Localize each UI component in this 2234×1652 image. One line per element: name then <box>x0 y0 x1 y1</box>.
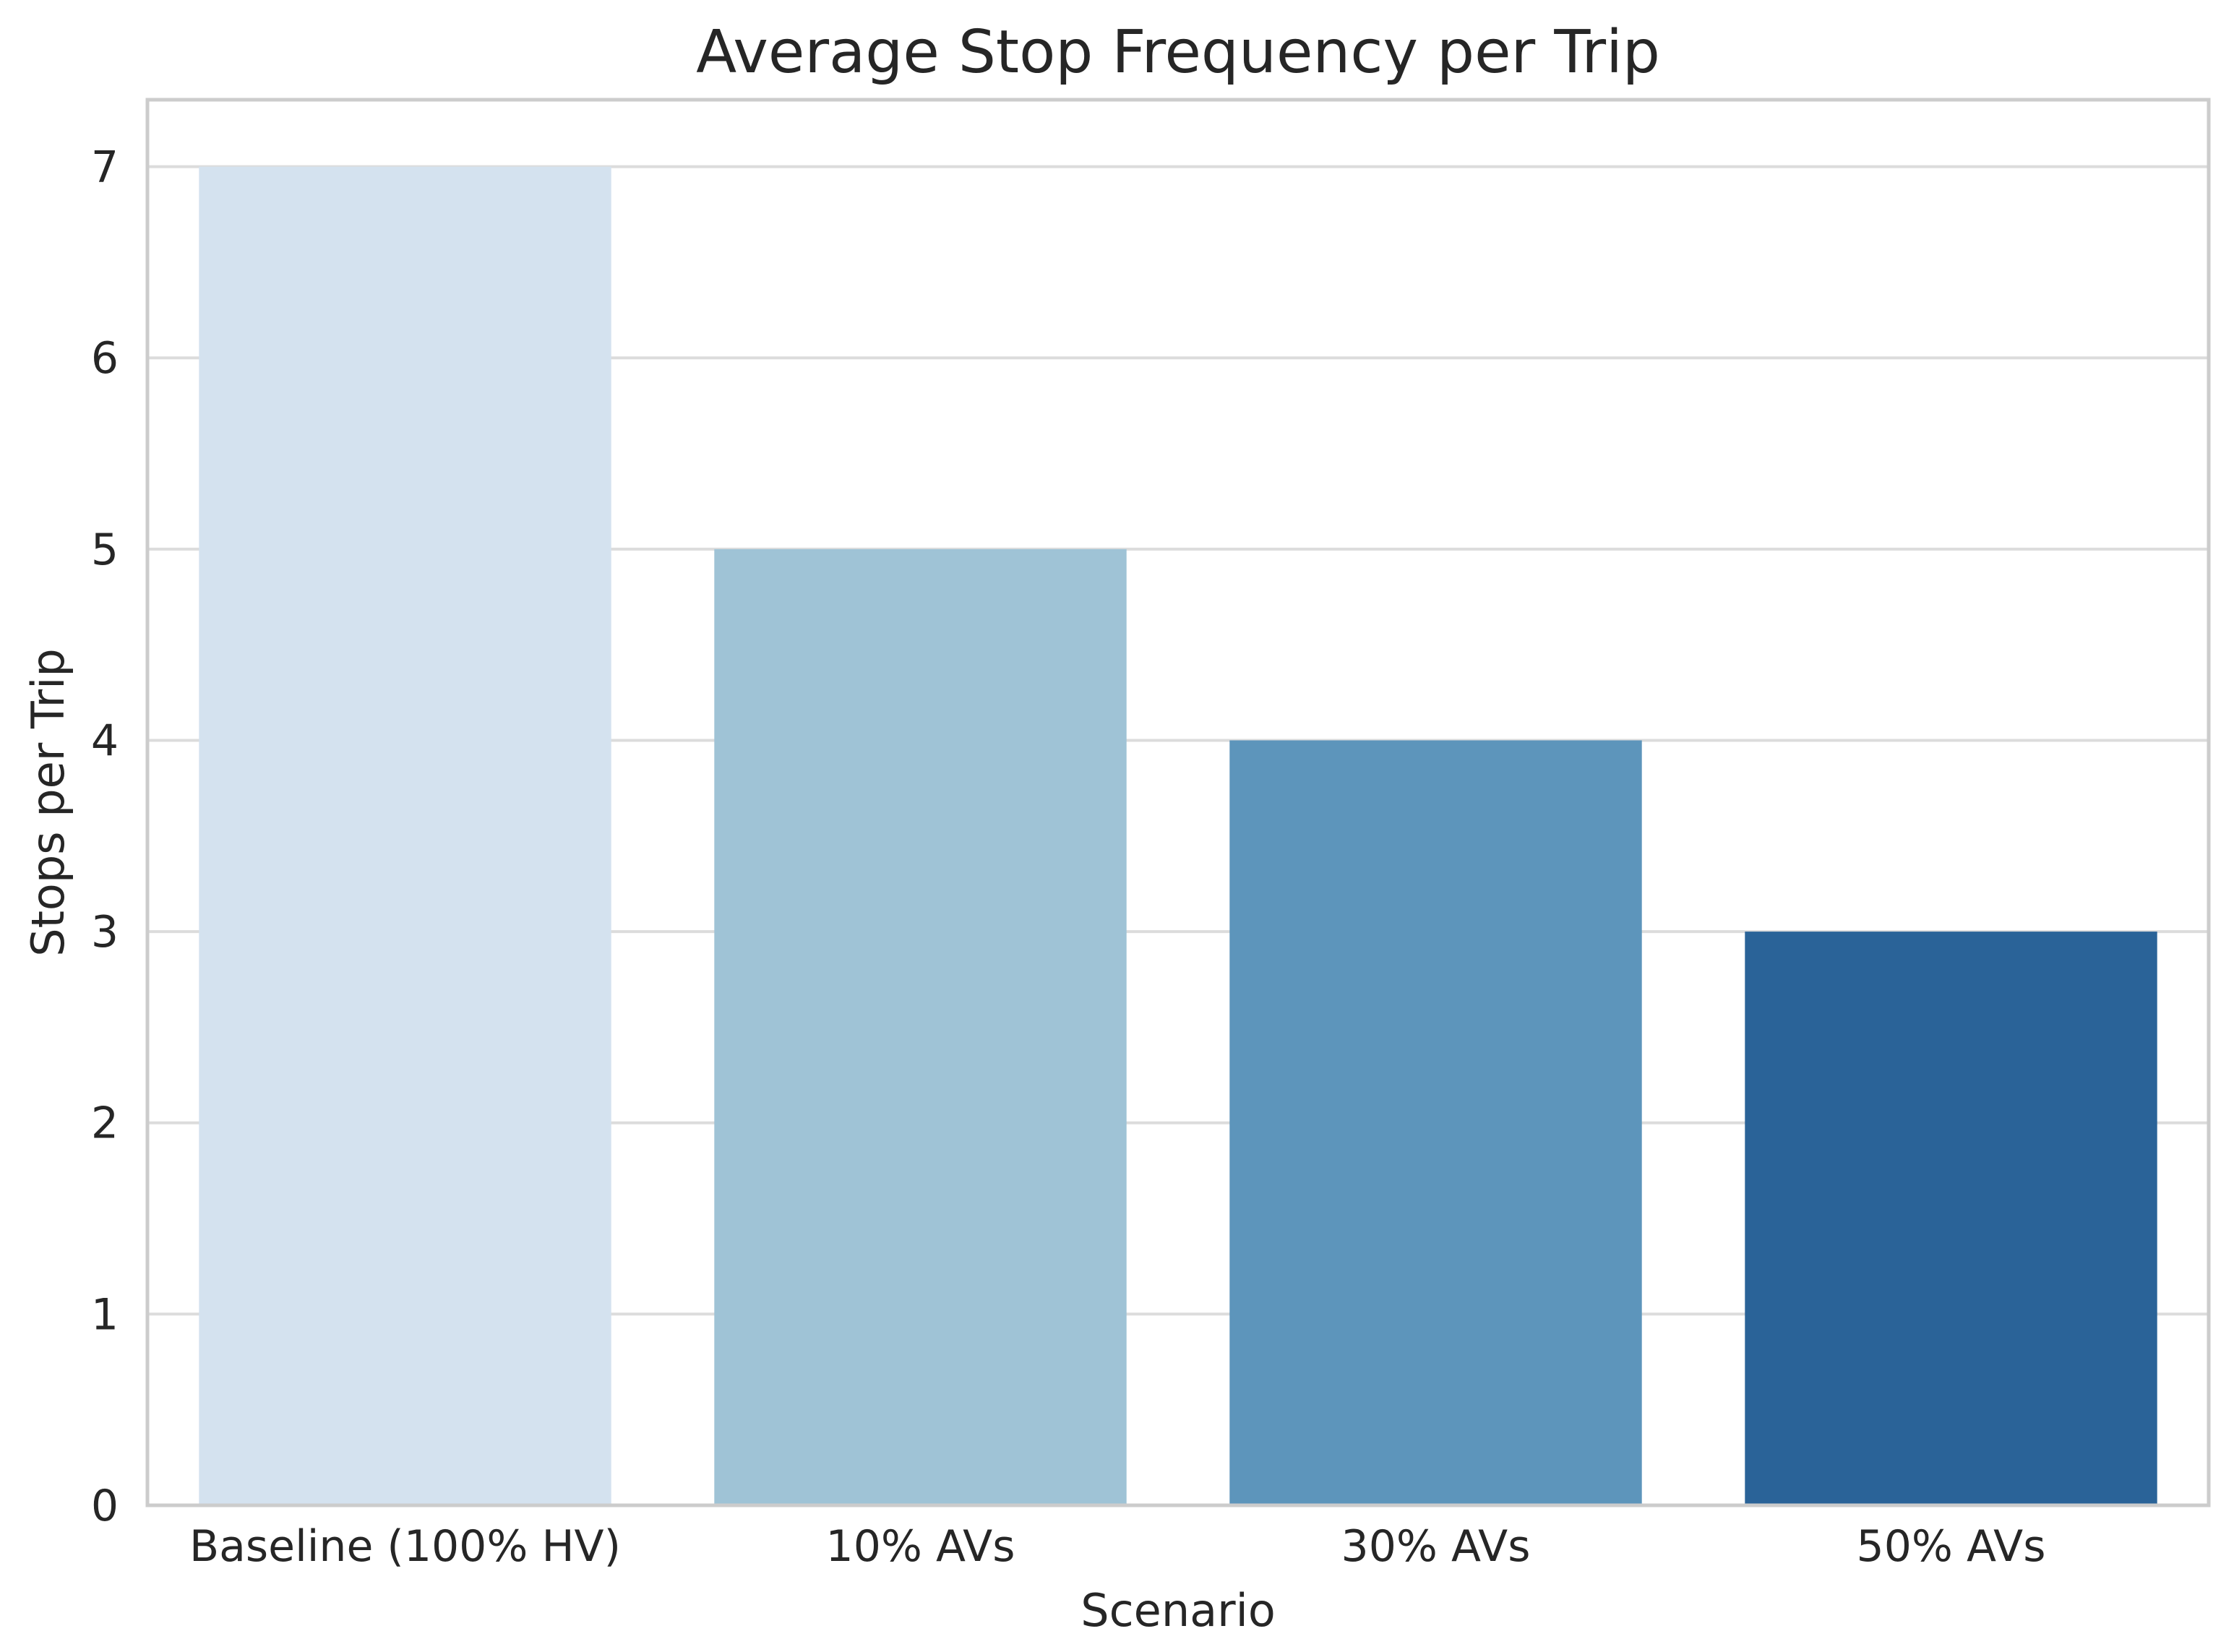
bars <box>199 166 2157 1506</box>
y-axis-label: Stops per Trip <box>22 648 74 957</box>
y-tick-label: 5 <box>91 525 119 575</box>
chart-title: Average Stop Frequency per Trip <box>696 18 1660 87</box>
x-tick-label: 30% AVs <box>1341 1521 1531 1572</box>
plot-frame <box>145 98 2211 1507</box>
y-tick-label: 4 <box>91 715 119 766</box>
y-tick-label: 2 <box>91 1098 119 1149</box>
y-axis-ticks: 0 1 2 3 4 5 6 7 <box>91 142 119 1531</box>
x-tick-label: 50% AVs <box>1857 1521 2046 1572</box>
x-axis-label: Scenario <box>1081 1584 1276 1637</box>
bar <box>714 548 1127 1505</box>
y-tick-label: 0 <box>91 1481 119 1531</box>
x-tick-label: Baseline (100% HV) <box>189 1521 621 1572</box>
y-tick-label: 6 <box>91 333 119 384</box>
y-tick-label: 1 <box>91 1289 119 1340</box>
x-axis-ticks: Baseline (100% HV) 10% AVs 30% AVs 50% AVs <box>189 1521 2046 1572</box>
bar <box>1745 932 2157 1505</box>
y-tick-label: 7 <box>91 142 119 193</box>
y-tick-label: 3 <box>91 907 119 958</box>
x-tick-label: 10% AVs <box>826 1521 1015 1572</box>
bar <box>1229 740 1642 1505</box>
bar <box>199 166 611 1506</box>
